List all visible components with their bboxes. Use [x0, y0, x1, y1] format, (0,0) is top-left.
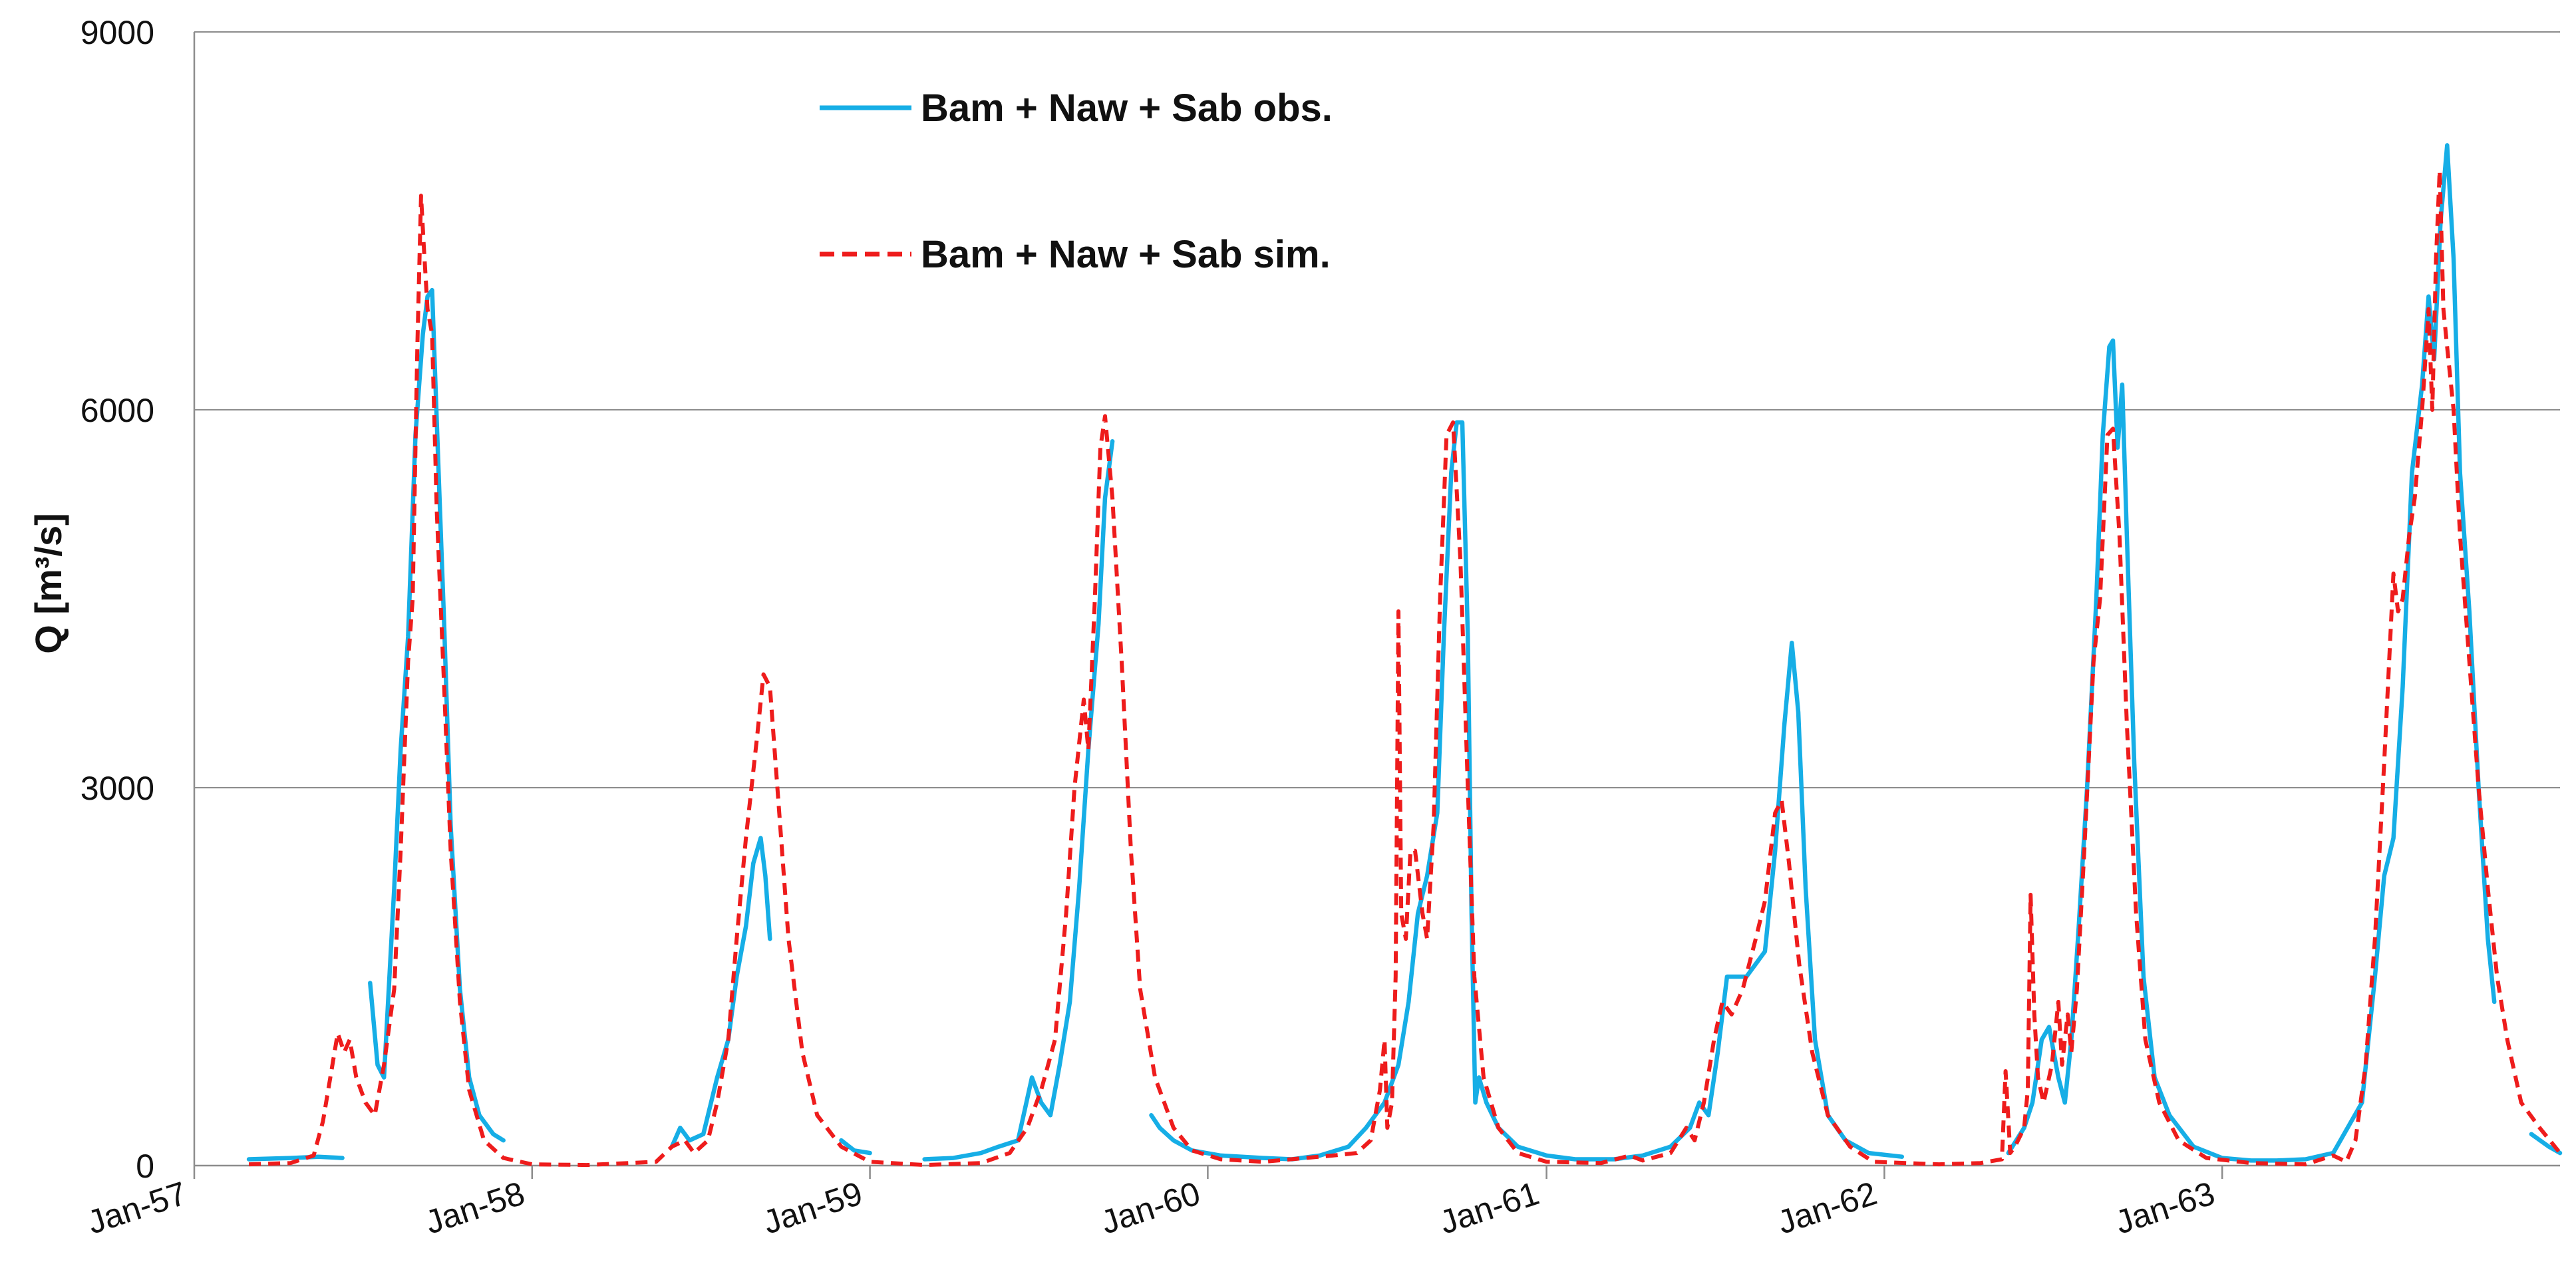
series-obs-segment-1 — [368, 287, 506, 1143]
x-tick-labels: Jan-57 Jan-58 Jan-59 Jan-60 Jan-61 Jan-62 Jan-… — [83, 1174, 2219, 1241]
x-tick-Jan-62: Jan-62 — [1773, 1174, 1881, 1241]
series-obs-segment-2 — [669, 836, 772, 1149]
series-obs-segment-0 — [246, 1154, 345, 1162]
gridlines — [194, 31, 2560, 788]
x-tick-Jan-60: Jan-60 — [1096, 1174, 1205, 1241]
series-lines — [246, 143, 2563, 1168]
legend-label-obs: Bam + Naw + Sab obs. — [921, 86, 1333, 130]
x-tick-Jan-59: Jan-59 — [758, 1174, 867, 1241]
y-tick-9000: 9000 — [80, 14, 154, 51]
y-tick-3000: 3000 — [80, 770, 154, 807]
series-obs — [246, 143, 2563, 1163]
y-tick-0: 0 — [136, 1148, 154, 1185]
series-sim — [249, 168, 2562, 1168]
series-obs-segment-3 — [839, 1138, 872, 1156]
y-axis-title: Q [m³/s] — [27, 513, 69, 654]
y-tick-labels: 0 3000 6000 9000 — [80, 14, 154, 1185]
axes — [193, 32, 2560, 1179]
x-tick-Jan-58: Jan-58 — [420, 1174, 529, 1241]
series-obs-segment-5 — [1149, 420, 1905, 1162]
series-obs-segment-4 — [922, 439, 1115, 1162]
x-tick-Jan-61: Jan-61 — [1435, 1174, 1543, 1241]
series-obs-segment-6 — [2006, 143, 2497, 1163]
x-tick-Jan-63: Jan-63 — [2111, 1174, 2219, 1241]
legend-label-sim: Bam + Naw + Sab sim. — [921, 233, 1331, 276]
y-tick-6000: 6000 — [80, 392, 154, 429]
legend: Bam + Naw + Sab obs. Bam + Naw + Sab sim… — [820, 86, 1333, 276]
series-sim-segment-0 — [249, 168, 2562, 1168]
